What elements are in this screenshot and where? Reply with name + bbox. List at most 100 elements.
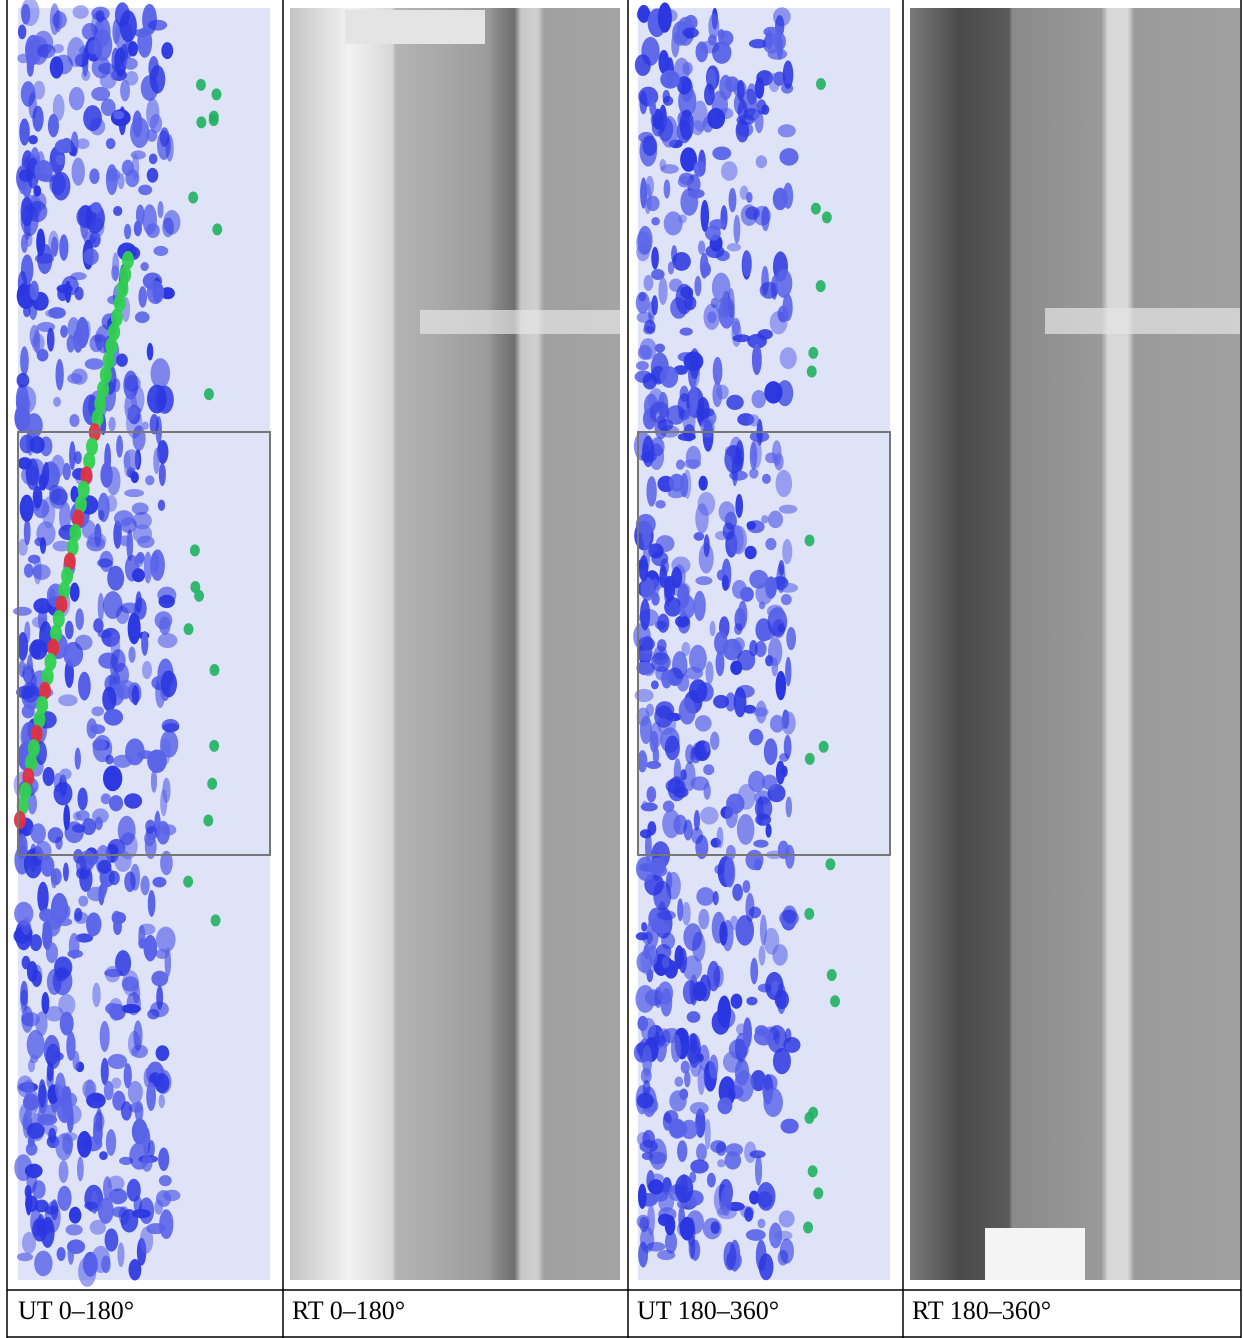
texture-blob	[723, 522, 735, 540]
texture-blob	[804, 1112, 814, 1124]
texture-blob	[724, 858, 735, 888]
texture-blob	[93, 618, 103, 633]
texture-blob	[128, 41, 138, 56]
texture-blob	[694, 276, 701, 297]
texture-blob	[718, 1097, 733, 1114]
texture-blob	[689, 679, 708, 703]
texture-blob	[735, 440, 744, 471]
texture-blob	[698, 240, 705, 254]
texture-blob	[691, 828, 703, 844]
texture-blob	[753, 707, 769, 716]
texture-blob	[53, 94, 65, 121]
texture-blob	[128, 1081, 143, 1104]
texture-blob	[825, 858, 835, 870]
texture-blob	[75, 748, 81, 770]
texture-blob	[752, 390, 767, 408]
texture-blob	[641, 37, 659, 66]
texture-blob	[664, 179, 671, 198]
texture-blob	[750, 958, 758, 985]
texture-blob	[140, 262, 148, 271]
texture-blob	[21, 1006, 33, 1033]
texture-blob	[48, 1128, 56, 1144]
texture-blob	[57, 1186, 71, 1211]
texture-blob	[204, 388, 214, 400]
texture-blob	[69, 1207, 81, 1224]
texture-blob	[648, 1179, 664, 1194]
texture-blob	[19, 118, 30, 145]
texture-blob	[669, 474, 685, 492]
texture-blob	[112, 912, 126, 924]
texture-blob	[119, 106, 127, 135]
texture-blob	[696, 1143, 707, 1161]
texture-blob	[28, 201, 47, 222]
texture-blob	[32, 564, 50, 580]
texture-blob	[759, 1253, 774, 1280]
rt-feature	[345, 10, 485, 44]
texture-blob	[75, 635, 93, 651]
texture-blob	[651, 551, 668, 566]
texture-blob	[209, 664, 219, 676]
texture-blob	[769, 73, 780, 92]
texture-blob	[808, 1165, 818, 1177]
texture-blob	[59, 768, 71, 779]
texture-blob	[695, 576, 712, 585]
texture-blob	[77, 788, 87, 811]
texture-blob	[707, 108, 725, 129]
texture-blob	[647, 786, 657, 802]
texture-blob	[162, 778, 170, 803]
texture-blob	[143, 935, 157, 962]
texture-blob	[137, 27, 152, 58]
texture-blob	[45, 309, 63, 318]
texture-blob	[689, 385, 698, 414]
texture-blob	[749, 729, 763, 746]
texture-blob	[704, 84, 715, 106]
texture-blob	[140, 876, 149, 896]
texture-blob	[748, 771, 765, 793]
texture-blob	[651, 924, 671, 934]
texture-blob	[29, 436, 44, 453]
texture-blob	[669, 1118, 686, 1138]
texture-blob	[153, 246, 168, 256]
rt-feature	[420, 310, 620, 334]
texture-blob	[127, 992, 141, 1015]
texture-blob	[776, 470, 793, 497]
texture-blob	[705, 1119, 711, 1150]
texture-blob	[153, 448, 160, 474]
texture-blob	[694, 161, 706, 177]
texture-blob	[636, 361, 649, 370]
texture-blob	[98, 1197, 114, 1223]
texture-blob	[714, 631, 728, 654]
texture-blob	[735, 494, 743, 518]
texture-blob	[106, 138, 116, 149]
texture-blob	[69, 441, 76, 470]
texture-blob	[104, 709, 123, 726]
texture-blob	[681, 1061, 690, 1074]
texture-blob	[776, 671, 787, 700]
texture-blob	[140, 1227, 153, 1254]
texture-blob	[158, 201, 164, 218]
texture-blob	[93, 1114, 101, 1144]
texture-blob	[56, 154, 65, 165]
texture-blob	[726, 845, 736, 860]
texture-blob	[693, 981, 707, 1001]
texture-blob	[83, 105, 102, 131]
texture-blob	[664, 211, 683, 235]
texture-blob	[654, 706, 673, 728]
texture-blob	[111, 649, 126, 672]
texture-blob	[782, 539, 792, 564]
texture-blob	[135, 311, 150, 323]
texture-blob	[114, 510, 134, 526]
texture-blob	[147, 168, 159, 183]
texture-blob	[89, 168, 99, 184]
texture-blob	[113, 755, 132, 768]
texture-blob	[108, 998, 123, 1021]
texture-blob	[646, 761, 661, 769]
texture-blob	[700, 253, 709, 279]
texture-blob	[746, 192, 753, 203]
texture-blob	[183, 876, 193, 888]
texture-blob	[782, 294, 792, 322]
texture-blob	[113, 206, 122, 216]
texture-blob	[776, 564, 785, 593]
texture-blob	[74, 287, 83, 300]
texture-blob	[778, 841, 789, 859]
